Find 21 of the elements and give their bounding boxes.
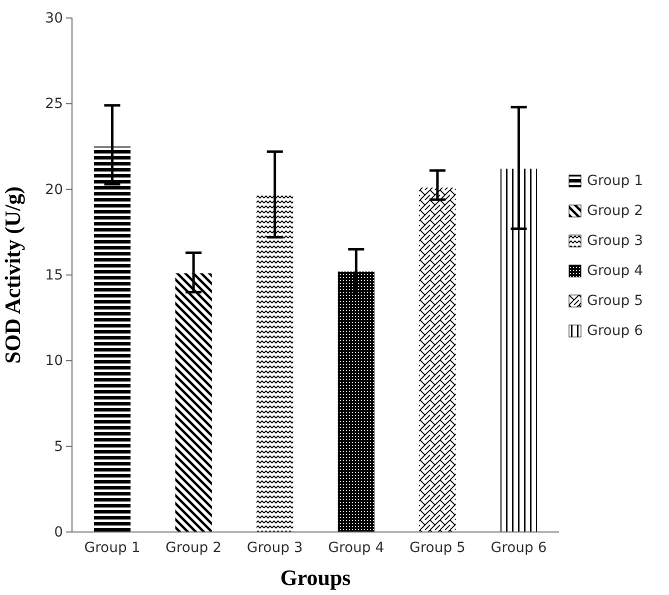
x-tick-label: Group 3 [246,540,303,556]
x-tick-label: Group 2 [166,540,222,556]
y-tick-label: 20 [45,182,63,198]
y-tick-label: 0 [54,524,63,540]
x-axis-title: Groups [280,565,352,590]
legend-label: Group 5 [587,293,643,309]
legend-label: Group 6 [587,323,644,339]
x-tick-label: Group 6 [490,540,547,556]
y-tick-label: 25 [45,96,63,112]
x-tick-label: Group 5 [409,540,466,556]
legend-label: Group 4 [587,263,644,279]
legend-label: Group 3 [587,233,643,249]
y-axis-title: SOD Activity (U/g) [0,186,25,364]
y-tick-label: 5 [54,438,63,455]
y-tick-label: 15 [45,267,63,284]
y-tick-label: 10 [45,353,63,370]
y-tick-label: 30 [45,10,63,26]
x-tick-label: Group 1 [84,540,140,556]
legend-label: Group 1 [587,173,643,189]
legend-label: Group 2 [587,203,643,219]
x-tick-label: Group 4 [328,540,384,556]
